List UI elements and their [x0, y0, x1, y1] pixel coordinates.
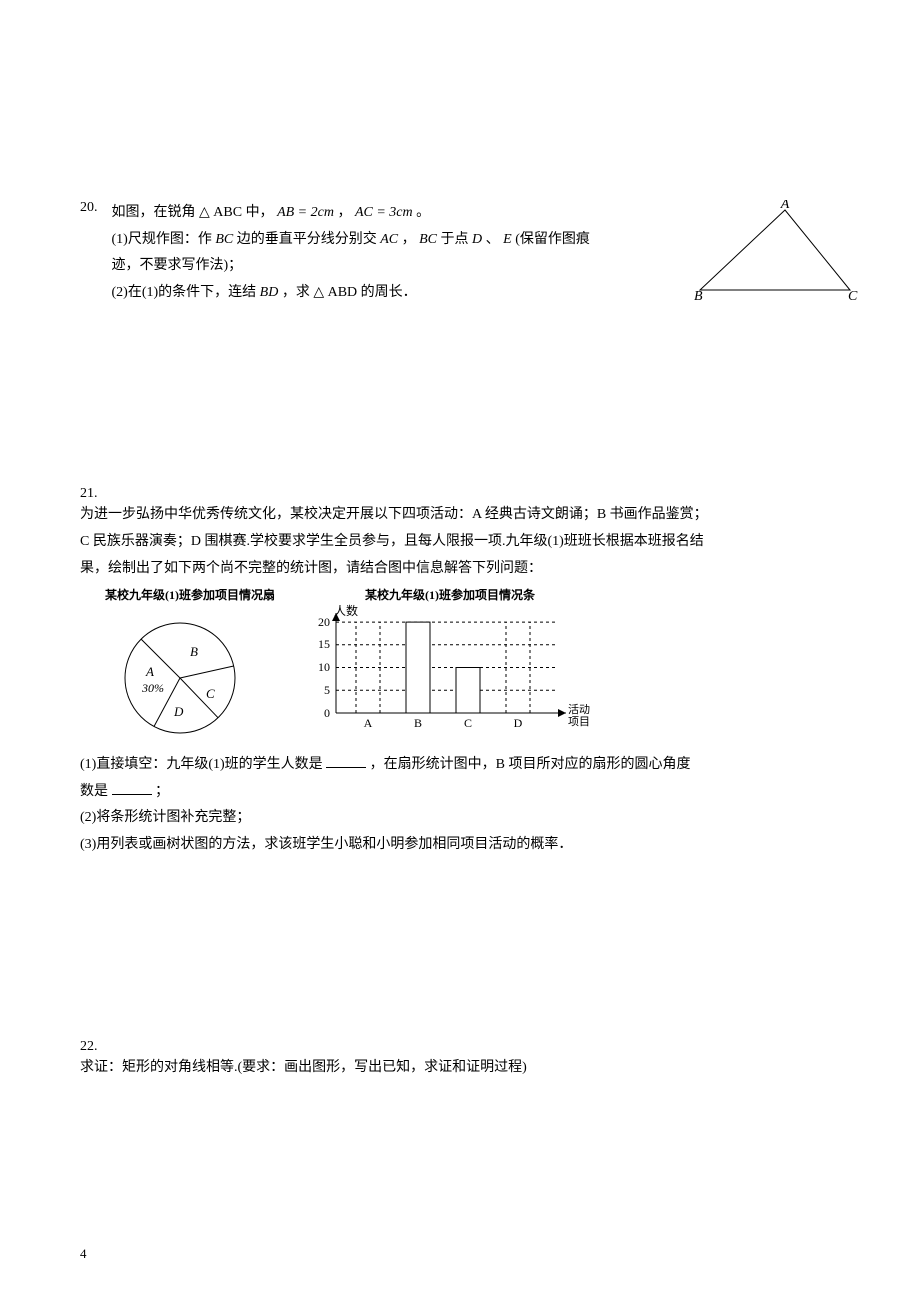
- y-axis-label: 人数: [334, 603, 358, 618]
- pie-label-c: C: [206, 686, 215, 701]
- charts-row: 某校九年级(1)班参加项目情况扇 A 30: [80, 586, 820, 748]
- ytick-10: 10: [318, 660, 330, 674]
- problem-part1-line2: 迹，不要求写作法)；: [112, 253, 712, 280]
- p21-line1: 为进一步弘扬中华优秀传统文化，某校决定开展以下四项活动：A 经典古诗文朗诵；B …: [80, 502, 820, 529]
- pie-label-d: D: [173, 704, 184, 719]
- p22-text: 求证：矩形的对角线相等.(要求：画出图形，写出已知，求证和证明过程): [80, 1055, 820, 1082]
- xcat-b: B: [414, 716, 422, 730]
- page-number: 4: [80, 1246, 87, 1262]
- pie-chart-block: 某校九年级(1)班参加项目情况扇 A 30: [80, 586, 300, 748]
- blank-fill[interactable]: [326, 753, 366, 768]
- problem-part2: (2)在(1)的条件下，连结 BD ，求 △ ABD 的周长．: [112, 280, 712, 307]
- x-axis-label-1: 活动: [568, 703, 590, 716]
- problem-number: 21.: [80, 486, 108, 502]
- problem-22: 22. 求证：矩形的对角线相等.(要求：画出图形，写出已知，求证和证明过程): [80, 1039, 840, 1082]
- ytick-5: 5: [324, 683, 330, 697]
- ytick-20: 20: [318, 615, 330, 629]
- ytick-15: 15: [318, 637, 330, 651]
- pie-label-a: A: [145, 664, 154, 679]
- xcat-d: D: [514, 716, 523, 730]
- problem-20: 20. 如图，在锐角 △ ABC 中， AB = 2cm ， AC = 3cm …: [80, 200, 840, 306]
- problem-number: 22.: [80, 1039, 108, 1055]
- p21-line3: 果，绘制出了如下两个尚不完整的统计图，请结合图中信息解答下列问题：: [80, 556, 820, 583]
- pie-percent-a: 30%: [141, 681, 164, 695]
- p21-q1-line1: (1)直接填空：九年级(1)班的学生人数是 ，在扇形统计图中，B 项目所对应的扇…: [80, 752, 820, 779]
- p21-q1-line2: 数是 ；: [80, 779, 820, 806]
- p21-q3: (3)用列表或画树状图的方法，求该班学生小聪和小明参加相同项目活动的概率．: [80, 832, 820, 859]
- triangle-diagram: A B C: [690, 200, 860, 310]
- ytick-0: 0: [324, 706, 330, 720]
- pie-chart-title: 某校九年级(1)班参加项目情况扇: [80, 586, 300, 603]
- problem-part1-line1: (1)尺规作图：作 BC 边的垂直平分线分别交 AC ， BC 于点 D 、 E…: [112, 227, 712, 254]
- p21-line2: C 民族乐器演奏；D 围棋赛.学校要求学生全员参与，且每人限报一项.九年级(1)…: [80, 529, 820, 556]
- problem-stem: 如图，在锐角 △ ABC 中， AB = 2cm ， AC = 3cm 。: [112, 200, 712, 227]
- pie-chart: A 30% B C D: [80, 603, 280, 743]
- vertex-c-label: C: [848, 289, 858, 304]
- problem-number: 20.: [80, 200, 108, 216]
- bar-chart-title: 某校九年级(1)班参加项目情况条: [300, 586, 600, 603]
- x-axis-label-2: 项目: [568, 715, 590, 728]
- p21-q2: (2)将条形统计图补充完整；: [80, 805, 820, 832]
- problem-21: 21. 为进一步弘扬中华优秀传统文化，某校决定开展以下四项活动：A 经典古诗文朗…: [80, 486, 840, 858]
- xcat-c: C: [464, 716, 472, 730]
- bar-chart: 人数: [300, 603, 600, 743]
- xcat-a: A: [364, 716, 373, 730]
- vertex-b-label: B: [694, 289, 703, 304]
- pie-label-b: B: [190, 644, 198, 659]
- vertex-a-label: A: [780, 200, 790, 212]
- bar-chart-block: 某校九年级(1)班参加项目情况条 人数: [300, 586, 600, 748]
- blank-fill[interactable]: [112, 780, 152, 795]
